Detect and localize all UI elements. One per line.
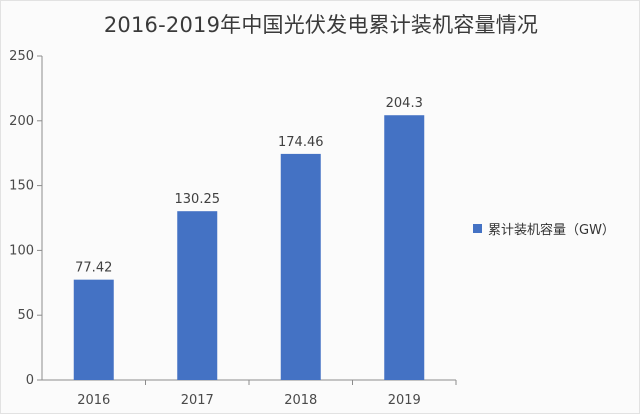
chart-title: 2016-2019年中国光伏发电累计装机容量情况 <box>103 13 539 37</box>
x-tick-label: 2018 <box>284 393 317 408</box>
bar <box>384 115 425 380</box>
x-tick-label: 2016 <box>77 393 110 408</box>
legend-label: 累计装机容量（GW） <box>488 223 615 238</box>
bar <box>73 279 114 380</box>
x-tick-label: 2017 <box>181 393 214 408</box>
y-tick-label: 0 <box>26 373 34 388</box>
y-tick-label: 50 <box>17 308 34 323</box>
y-tick-label: 150 <box>9 179 34 194</box>
bar <box>177 211 218 380</box>
x-tick-label: 2019 <box>388 393 421 408</box>
legend: 累计装机容量（GW） <box>473 219 615 238</box>
data-label: 204.3 <box>386 96 423 111</box>
data-label: 77.42 <box>75 261 112 276</box>
bar <box>280 153 321 380</box>
y-tick-label: 100 <box>9 243 34 258</box>
y-tick-label: 250 <box>9 49 34 64</box>
data-label: 130.25 <box>175 192 221 207</box>
y-tick-label: 200 <box>9 114 34 129</box>
data-label: 174.46 <box>278 135 324 150</box>
legend-swatch <box>473 224 482 233</box>
